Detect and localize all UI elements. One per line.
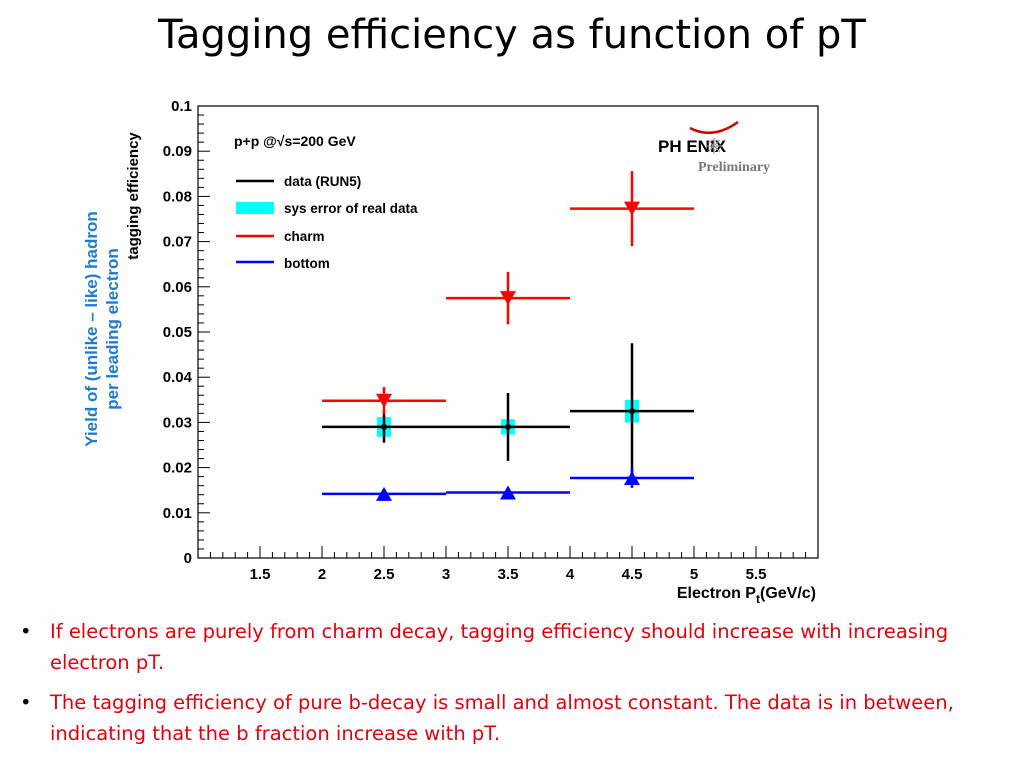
- x-tick-label: 2: [318, 566, 326, 583]
- y-tick-label: 0.04: [163, 369, 193, 386]
- y-tick-label: 0.01: [163, 505, 192, 522]
- x-tick-label: 2.5: [374, 566, 395, 583]
- axis-ticks: 1.5 2 2.5 3 3.5 4 4.5 5 5.5 0 0.01 0.02 0.03 0.04 0.05…: [163, 98, 819, 583]
- outer-y-axis-label: Yield of (unlike – like) hadron per lead…: [81, 109, 123, 549]
- bottom-point: [624, 470, 640, 485]
- legend-label-bottom: bottom: [284, 256, 330, 271]
- bullet-dot-icon: •: [20, 691, 32, 714]
- logo-arc-icon: [689, 120, 739, 135]
- y-tick-label: 0.02: [163, 460, 192, 477]
- y-tick-label: 0.07: [163, 234, 192, 251]
- x-tick-label: 4.5: [622, 566, 643, 583]
- legend-label-sys: sys error of real data: [284, 201, 418, 216]
- y-tick-label: 0.03: [163, 414, 192, 431]
- bottom-point: [500, 485, 516, 500]
- legend-label-data: data (RUN5): [284, 174, 361, 189]
- bullet-item: • The tagging efficiency of pure b-decay …: [20, 687, 1010, 749]
- y-tick-label: 0.09: [163, 143, 192, 160]
- y-tick-label: 0: [184, 550, 192, 567]
- plot-frame: [197, 105, 819, 559]
- legend: data (RUN5) sys error of real data charm…: [236, 174, 418, 271]
- x-tick-label: 5.5: [746, 566, 767, 583]
- charm-point: [500, 291, 516, 306]
- x-tick-label: 1.5: [250, 566, 271, 583]
- x-tick-label: 5: [690, 566, 698, 583]
- bullet-list: • If electrons are purely from charm deca…: [20, 616, 1010, 758]
- y-tick-label: 0.1: [171, 98, 192, 115]
- outer-y-label-line-2: per leading electron: [103, 248, 122, 410]
- phenix-logo: PH ENIX Preliminary: [658, 120, 770, 175]
- x-axis-label: Electron Pt(GeV/c): [677, 585, 816, 606]
- data-point: [629, 408, 635, 415]
- y-axis-label: tagging efficiency: [125, 132, 142, 260]
- y-tick-label: 0.05: [163, 324, 192, 341]
- slide-title: Tagging efficiency as function of pT: [158, 12, 866, 58]
- logo-sunburst-icon: [706, 138, 722, 154]
- logo-preliminary: Preliminary: [698, 160, 770, 175]
- data-point: [381, 423, 387, 430]
- legend-swatch-sys: [236, 202, 274, 214]
- outer-y-label-line-1: Yield of (unlike – like) hadron: [82, 211, 101, 447]
- x-tick-label: 3.5: [498, 566, 519, 583]
- data-point: [505, 423, 511, 430]
- x-tick-label: 4: [566, 566, 575, 583]
- bullet-dot-icon: •: [20, 620, 32, 643]
- x-tick-label: 3: [442, 566, 450, 583]
- y-tick-label: 0.08: [163, 188, 192, 205]
- charm-point: [376, 393, 392, 408]
- bullet-text: If electrons are purely from charm decay…: [50, 620, 949, 674]
- legend-label-charm: charm: [284, 229, 325, 244]
- bullet-text: The tagging efficiency of pure b-decay i…: [50, 691, 954, 745]
- collision-annotation: p+p @√s=200 GeV: [234, 133, 356, 149]
- charm-point: [624, 201, 640, 216]
- y-tick-label: 0.06: [163, 279, 192, 296]
- data-marks: [322, 171, 694, 501]
- bullet-item: • If electrons are purely from charm deca…: [20, 616, 1010, 678]
- bottom-point: [376, 486, 392, 501]
